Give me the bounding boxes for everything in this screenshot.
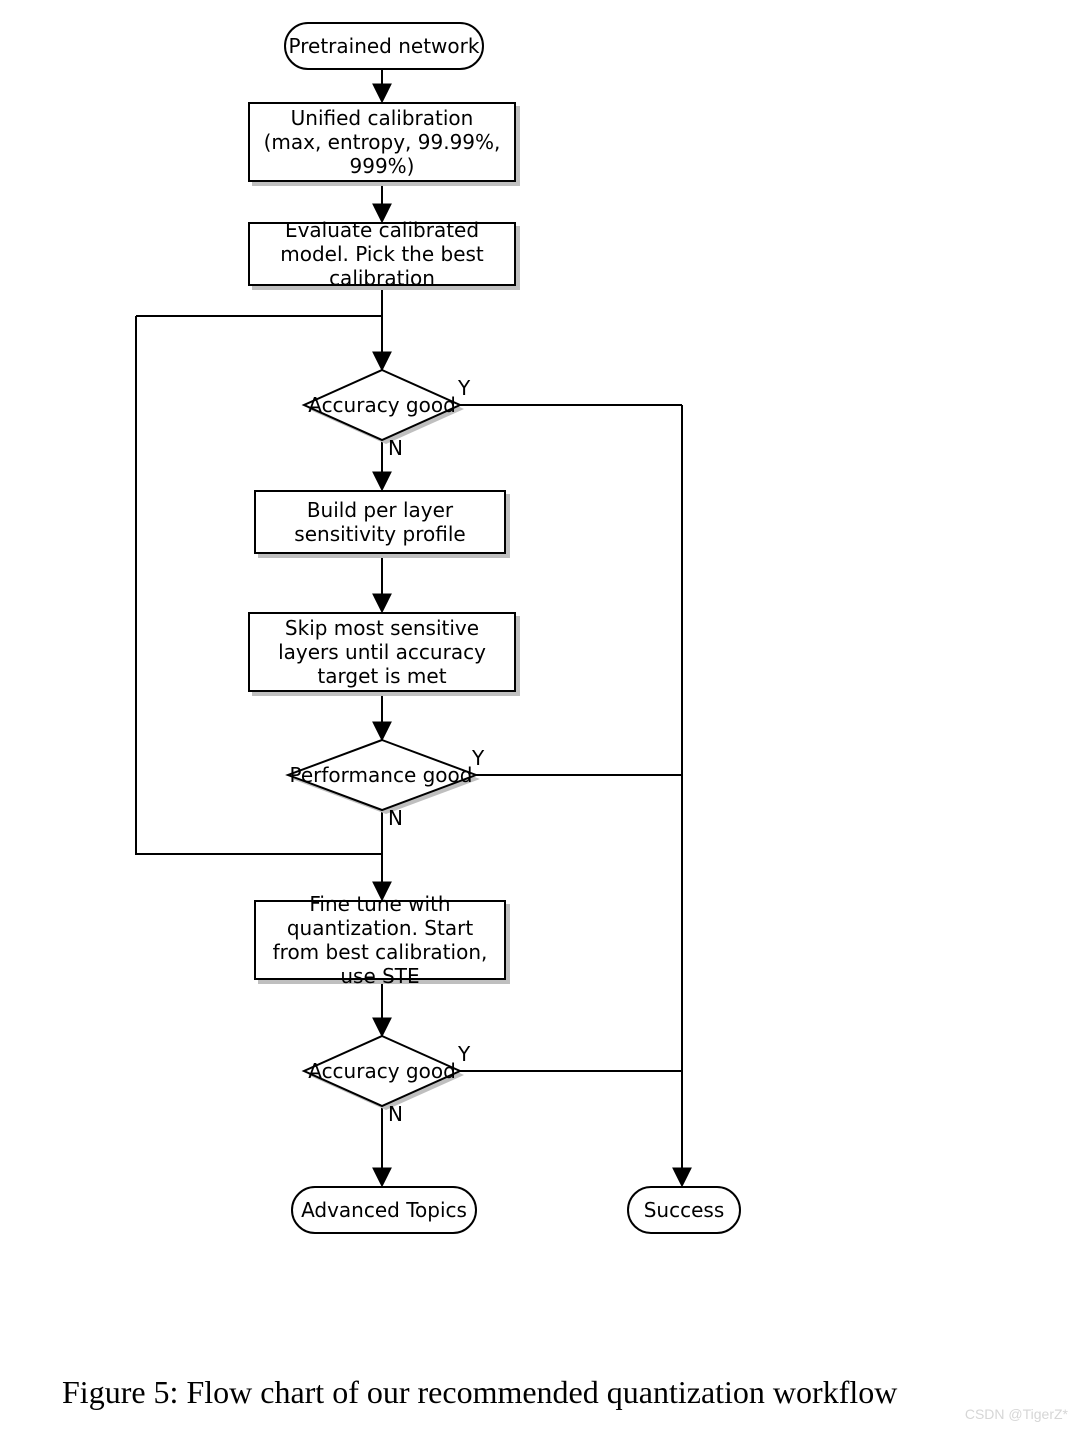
node-skip-layers-label: Skip most sensitive layers until accurac… <box>260 616 504 688</box>
branch-acc1-no: N <box>388 436 403 460</box>
node-accuracy-check-2-label: Accuracy good <box>308 1059 456 1083</box>
branch-perf-no: N <box>388 806 403 830</box>
node-success: Success <box>627 1186 741 1234</box>
figure-caption: Figure 5: Flow chart of our recommended … <box>62 1374 897 1411</box>
flowchart-edges <box>0 0 1080 1442</box>
node-performance-check-label: Performance good <box>290 763 473 787</box>
node-advanced-topics: Advanced Topics <box>291 1186 477 1234</box>
node-sensitivity: Build per layer sensitivity profile <box>254 490 506 554</box>
node-advanced-topics-label: Advanced Topics <box>301 1198 467 1222</box>
node-accuracy-check-1: Accuracy good <box>304 370 460 440</box>
node-start: Pretrained network <box>284 22 484 70</box>
branch-acc1-yes: Y <box>458 376 470 400</box>
node-start-label: Pretrained network <box>289 34 480 58</box>
node-performance-check: Performance good <box>286 740 476 810</box>
node-evaluate-label: Evaluate calibrated model. Pick the best… <box>258 218 506 290</box>
node-calibration: Unified calibration (max, entropy, 99.99… <box>248 102 516 182</box>
node-calibration-label: Unified calibration (max, entropy, 99.99… <box>260 106 504 178</box>
branch-perf-yes: Y <box>472 746 484 770</box>
node-finetune: Fine tune with quantization. Start from … <box>254 900 506 980</box>
node-accuracy-check-2: Accuracy good <box>304 1036 460 1106</box>
node-skip-layers: Skip most sensitive layers until accurac… <box>248 612 516 692</box>
watermark-text: CSDN @TigerZ* <box>965 1406 1068 1422</box>
branch-acc2-no: N <box>388 1102 403 1126</box>
node-sensitivity-label: Build per layer sensitivity profile <box>264 498 496 546</box>
branch-acc2-yes: Y <box>458 1042 470 1066</box>
node-success-label: Success <box>644 1198 725 1222</box>
flowchart-canvas: Pretrained network Unified calibration (… <box>0 0 1080 1442</box>
node-accuracy-check-1-label: Accuracy good <box>308 393 456 417</box>
node-finetune-label: Fine tune with quantization. Start from … <box>264 892 496 988</box>
node-evaluate: Evaluate calibrated model. Pick the best… <box>248 222 516 286</box>
